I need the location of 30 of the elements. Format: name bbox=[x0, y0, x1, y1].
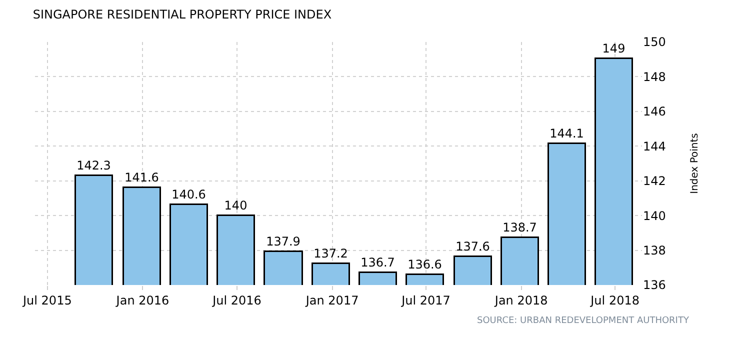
data-label: 142.3 bbox=[76, 158, 111, 172]
x-tick-label: Jul 2016 bbox=[212, 293, 262, 308]
data-label: 137.2 bbox=[314, 246, 348, 260]
x-tick-label: Jul 2015 bbox=[22, 293, 72, 308]
source-note: SOURCE: URBAN REDEVELOPMENT AUTHORITY bbox=[477, 316, 690, 326]
x-tick-label: Jul 2017 bbox=[400, 293, 450, 308]
y-tick-label: 150 bbox=[643, 35, 666, 50]
y-tick-label: 142 bbox=[643, 174, 666, 188]
data-label: 136.7 bbox=[360, 255, 395, 270]
data-label: 137.9 bbox=[266, 234, 300, 248]
data-label: 138.7 bbox=[502, 220, 537, 234]
data-label: 149 bbox=[602, 41, 626, 56]
data-label: 140.6 bbox=[172, 187, 206, 202]
y-axis-title: Index Points bbox=[689, 133, 700, 194]
chart-title: SINGAPORE RESIDENTIAL PROPERTY PRICE INDEX bbox=[32, 8, 332, 22]
data-label: 141.6 bbox=[124, 170, 159, 184]
y-tick-label: 138 bbox=[643, 243, 666, 258]
data-label: 140 bbox=[224, 198, 248, 212]
y-tick-label: 146 bbox=[643, 104, 666, 119]
data-label: 137.6 bbox=[456, 239, 490, 254]
x-tick-label: Jan 2017 bbox=[304, 293, 359, 308]
y-tick-label: 148 bbox=[643, 70, 666, 84]
y-tick-label: 144 bbox=[643, 139, 666, 154]
x-tick-label: Jan 2018 bbox=[494, 293, 548, 308]
y-tick-label: 140 bbox=[643, 208, 666, 223]
y-tick-label: 136 bbox=[643, 278, 666, 292]
data-label: 136.6 bbox=[408, 257, 442, 272]
x-tick-label: Jan 2016 bbox=[115, 293, 170, 308]
data-label: 144.1 bbox=[550, 126, 584, 140]
x-tick-label: Jul 2018 bbox=[590, 293, 640, 308]
